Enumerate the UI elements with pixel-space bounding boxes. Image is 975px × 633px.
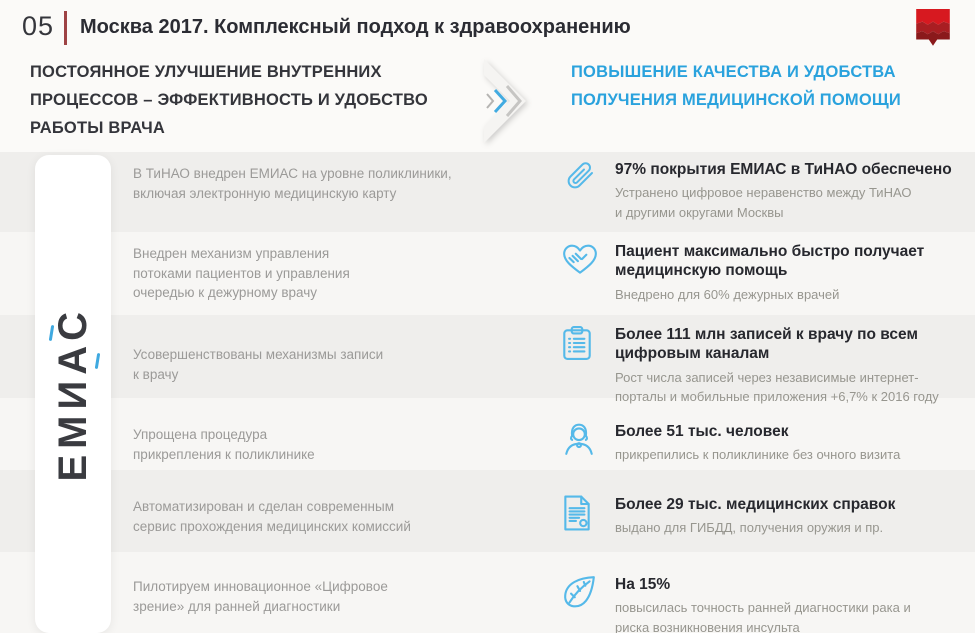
handshake-icon [563, 244, 597, 274]
row-emias-tinao: В ТиНАО внедрен ЕМИАС на уровне поликлин… [0, 152, 975, 232]
result-title: Пациент максимально быстро получает меди… [615, 243, 925, 280]
process-text: Упрощена процедура прикрепления к поликл… [133, 427, 315, 462]
page-title: Москва 2017. Комплексный подход к здраво… [80, 16, 631, 38]
emias-logo-card: ЕМИАС [35, 155, 111, 633]
process-text: Пилотируем инновационное «Цифровое зрени… [133, 579, 388, 614]
process-text: В ТиНАО внедрен ЕМИАС на уровне поликлин… [133, 166, 452, 201]
row-certificates: Автоматизирован и сделан современным сер… [0, 470, 975, 552]
paperclip-icon [567, 162, 593, 189]
page-number: 05 [22, 11, 55, 41]
result-subtitle: Внедрено для 60% дежурных врачей [615, 286, 840, 302]
result-item: На 15% повысилась точность ранней диагно… [561, 552, 975, 633]
result-title: Более 111 млн записей к врачу по всем ци… [615, 326, 918, 363]
process-text: Усовершенствованы механизмы записи к вра… [133, 347, 384, 382]
result-title: Более 29 тыс. медицинских справок [615, 496, 896, 513]
result-subtitle: повысилась точность ранней диагностики р… [615, 600, 911, 633]
result-title: На 15% [615, 576, 671, 593]
person-icon [565, 423, 593, 455]
row-patient-flow: Внедрен механизм управления потоками пац… [0, 232, 975, 315]
result-item: Более 51 тыс. человек прикрепились к пол… [561, 398, 975, 470]
result-title: 97% покрытия ЕМИАС в ТиНАО обеспечено [615, 161, 952, 178]
medical-certificate-icon [564, 495, 590, 531]
title-divider [64, 11, 67, 45]
result-subtitle: Устранено цифровое неравенство между ТиН… [615, 185, 912, 220]
result-item: Пациент максимально быстро получает меди… [561, 232, 975, 315]
result-item: Более 111 млн записей к врачу по всем ци… [561, 315, 975, 404]
clipboard-checklist-icon [563, 326, 591, 360]
result-subtitle: выдано для ГИБДД, получения оружия и пр. [615, 520, 884, 536]
right-column-header: ПОВЫШЕНИЕ КАЧЕСТВА И УДОБСТВА ПОЛУЧЕНИЯ … [571, 63, 901, 109]
result-subtitle: прикрепились к поликлинике без очного ви… [615, 447, 901, 463]
result-subtitle: Рост числа записей через независимые инт… [615, 369, 939, 405]
leaf-icon [564, 576, 595, 608]
content-rows: В ТиНАО внедрен ЕМИАС на уровне поликлин… [0, 152, 975, 633]
row-digital-vision: Пилотируем инновационное «Цифровое зрени… [0, 552, 975, 633]
result-item: 97% покрытия ЕМИАС в ТиНАО обеспечено Ус… [561, 152, 975, 232]
process-text: Автоматизирован и сделан современным сер… [133, 499, 411, 534]
result-title: Более 51 тыс. человек [615, 423, 789, 440]
row-attachment: Упрощена процедура прикрепления к поликл… [0, 398, 975, 470]
left-column-header: ПОСТОЯННОЕ УЛУЧШЕНИЕ ВНУТРЕННИХ ПРОЦЕССО… [30, 63, 428, 137]
result-item: Более 29 тыс. медицинских справок выдано… [561, 470, 975, 552]
moscow-government-shield-icon [916, 9, 950, 46]
chevron-right-icon [484, 59, 526, 143]
emias-vertical-logo: ЕМИАС [50, 306, 95, 482]
process-text: Внедрен механизм управления потоками пац… [133, 246, 350, 301]
row-appointments: Усовершенствованы механизмы записи к вра… [0, 315, 975, 404]
